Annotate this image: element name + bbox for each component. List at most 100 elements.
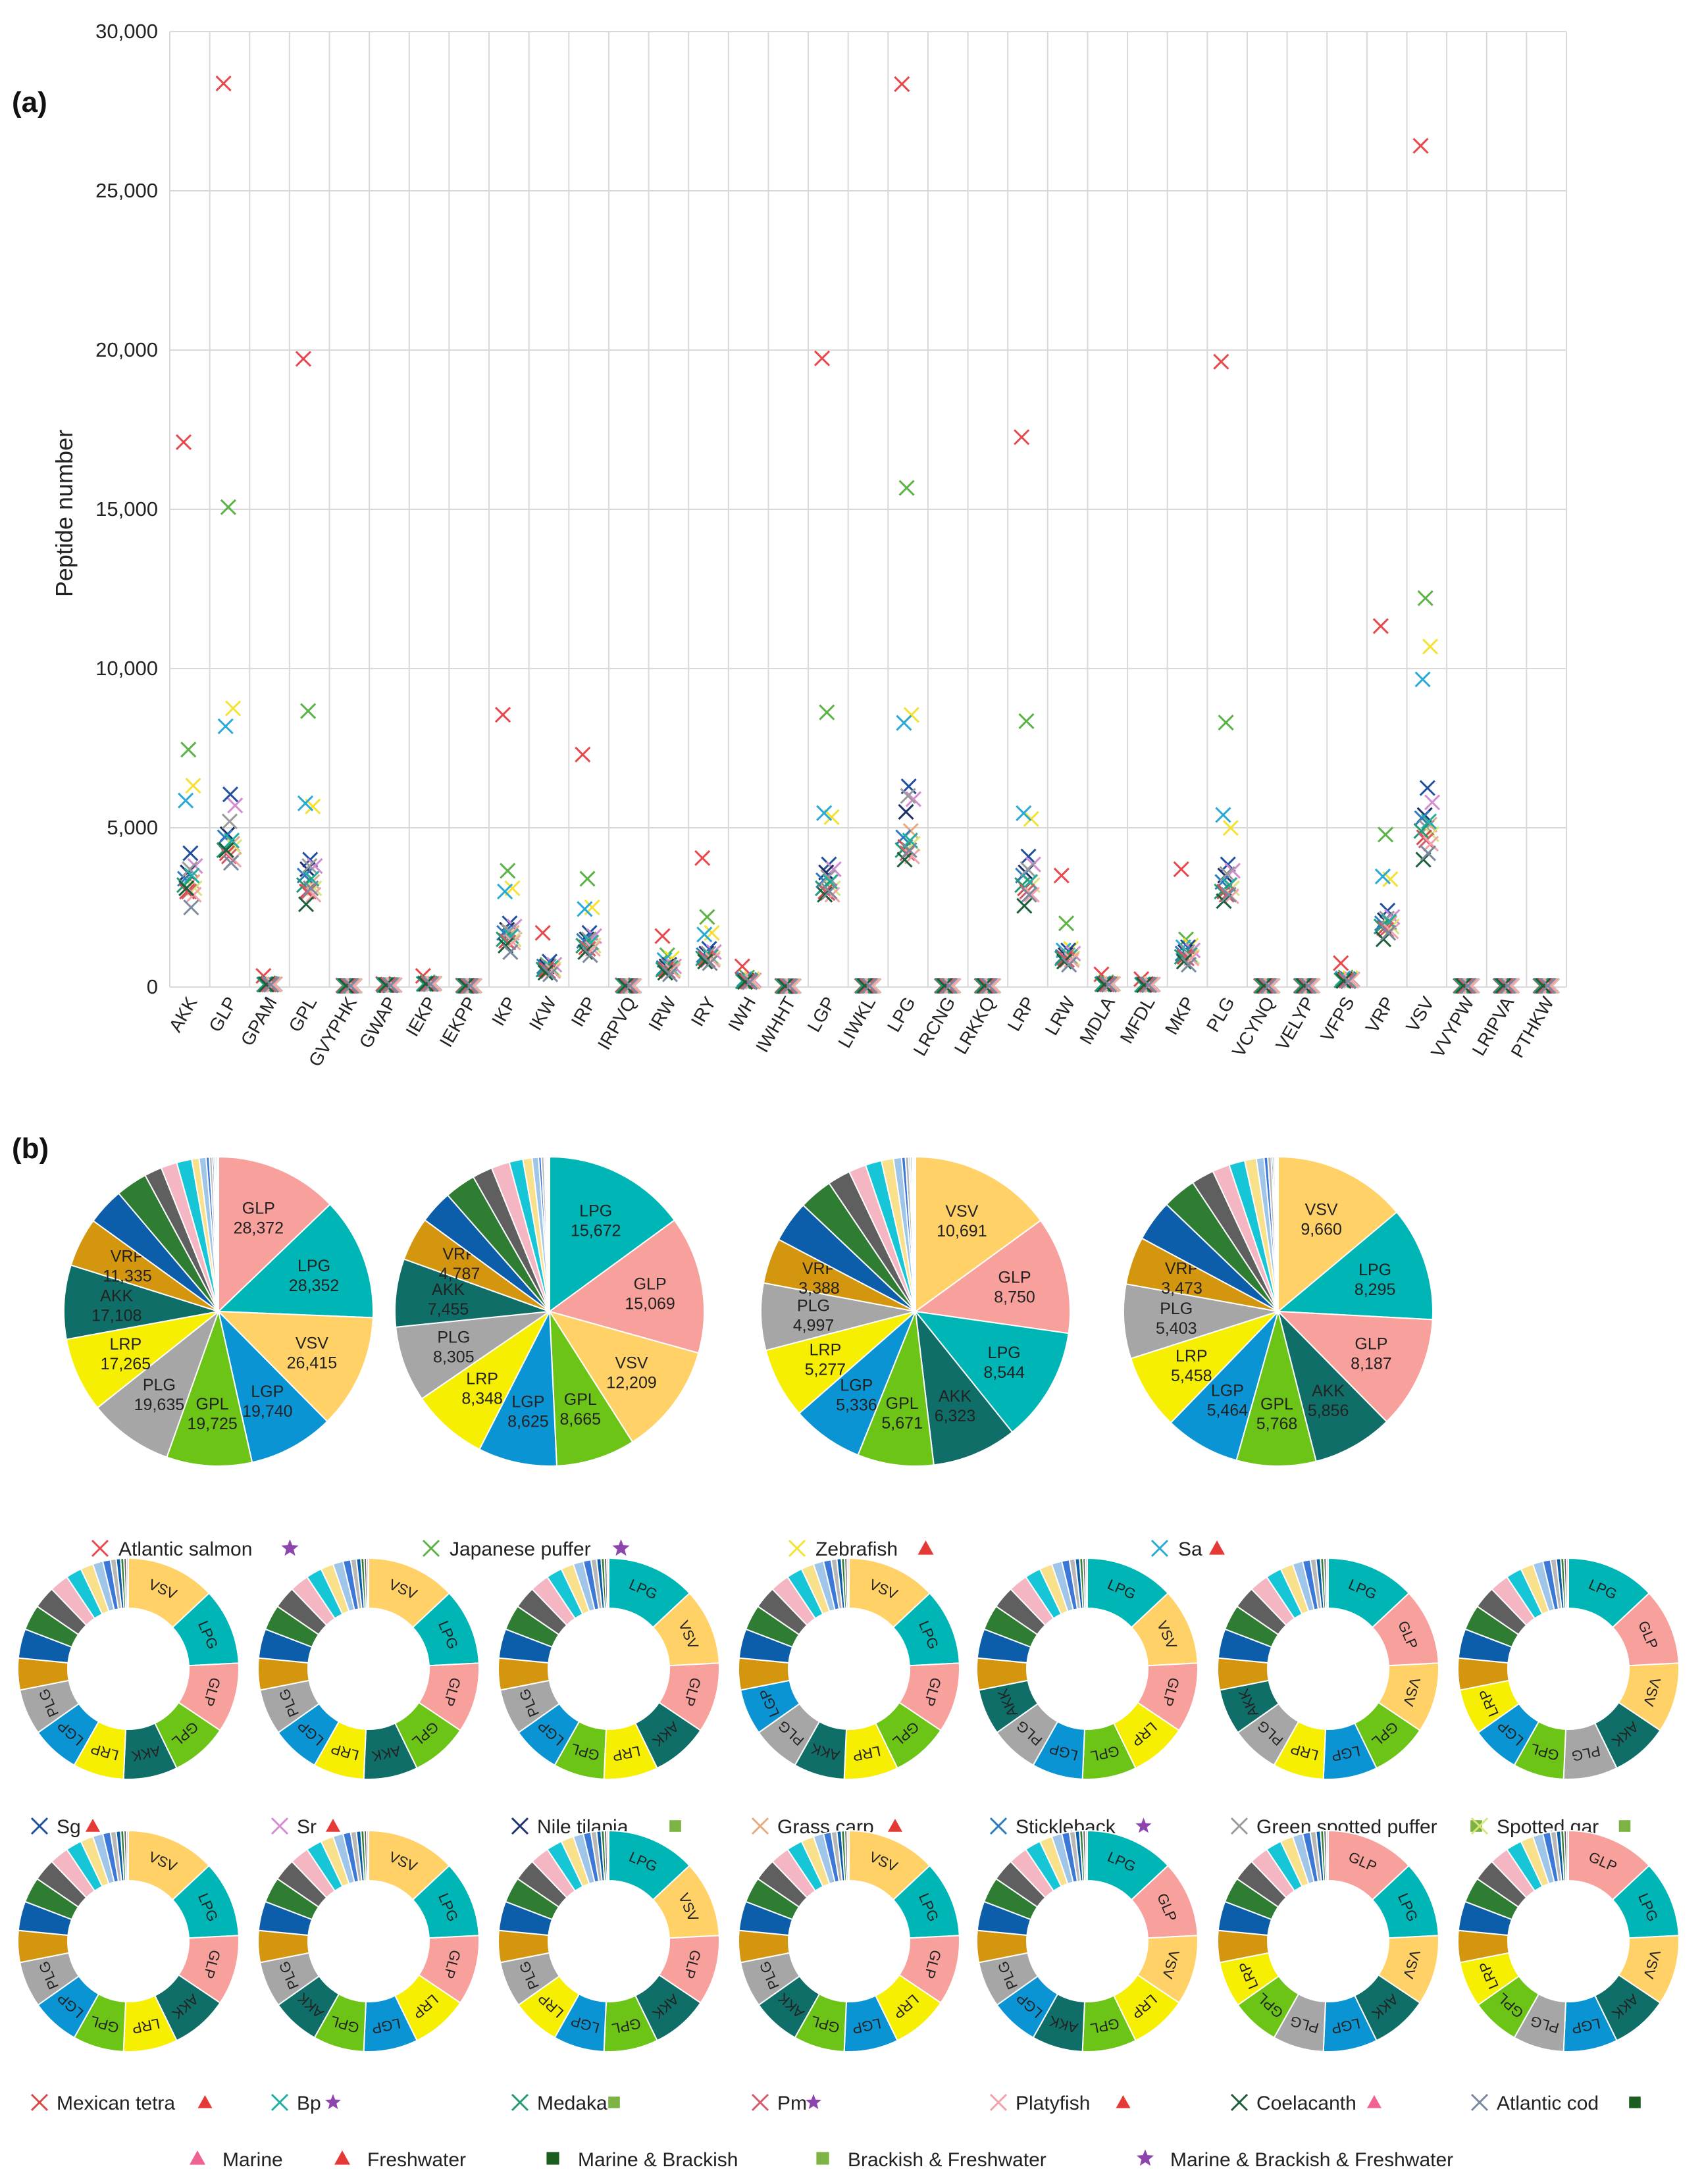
data-point (742, 974, 758, 990)
data-point (740, 973, 756, 990)
y-tick-label: 20,000 (95, 338, 158, 361)
series-atlantic-cod (183, 842, 1556, 994)
data-point (537, 965, 554, 981)
series-zebrafish (185, 638, 1558, 994)
data-point (898, 803, 914, 820)
pie-slice-label: LGP (1211, 1382, 1244, 1400)
data-point (302, 851, 319, 868)
donut-slice-other (1085, 1829, 1088, 1882)
data-point (937, 977, 953, 994)
pie-slice-value: 8,665 (560, 1410, 602, 1429)
data-point (1417, 590, 1433, 607)
data-point (1053, 867, 1070, 884)
pie-slice-value: 5,856 (1308, 1402, 1349, 1420)
data-point (1460, 977, 1476, 994)
legend-species-label: Pm (777, 2093, 807, 2114)
data-point (178, 792, 194, 809)
data-point (425, 976, 442, 992)
data-point (896, 715, 912, 731)
legend-x-marker-icon (1230, 2093, 1249, 2112)
pie-slice-label: LPG (297, 1257, 330, 1275)
pie-slice-label: PLG (437, 1328, 470, 1346)
data-point (297, 795, 314, 811)
data-point (1378, 826, 1394, 843)
data-point (500, 863, 516, 879)
pie-slice-lrp (765, 1311, 916, 1415)
pie-slice-plg (96, 1309, 220, 1458)
pie-slice-value: 8,348 (461, 1390, 503, 1408)
pie-slice-value: 4,997 (793, 1316, 835, 1334)
data-point (696, 927, 713, 943)
pie-slice-value: 8,305 (433, 1348, 475, 1366)
data-point (661, 966, 678, 982)
data-point (222, 786, 239, 803)
data-point (901, 842, 917, 858)
data-point (813, 350, 831, 367)
data-point (1343, 973, 1359, 989)
data-point (976, 977, 993, 994)
data-point (1103, 977, 1120, 993)
data-point (215, 75, 232, 91)
pie-slice-plg (1123, 1283, 1279, 1359)
x-tick-label: GWAP (355, 994, 401, 1052)
pie-slice-glp (1276, 1310, 1433, 1423)
x-tick-label: IEKPP (436, 994, 480, 1051)
pie-slice-value: 6,323 (935, 1407, 976, 1425)
x-tick-label: LRP (1004, 994, 1039, 1035)
legend-x-marker-icon (271, 2093, 289, 2112)
pie-slice-plg (395, 1311, 550, 1400)
data-point (380, 977, 397, 994)
data-point (1418, 832, 1434, 849)
pie-slice-label: LPG (988, 1344, 1021, 1362)
data-point (582, 947, 598, 963)
data-point (1181, 957, 1197, 973)
data-point (622, 977, 638, 994)
data-point (265, 977, 282, 993)
data-point (1023, 886, 1040, 903)
x-tick-label: GLP (205, 994, 241, 1036)
series-sr (187, 791, 1561, 994)
data-point (744, 973, 761, 990)
pie-slice-vsv (217, 1310, 374, 1423)
series-sg (182, 778, 1555, 994)
pie-slice-lrp (421, 1311, 550, 1450)
donut-slice-other (1566, 1557, 1569, 1610)
series-sa (178, 671, 1551, 994)
data-point (1495, 977, 1511, 994)
x-tick-label: IRW (644, 993, 680, 1034)
pie-slice-label: LRP (109, 1335, 142, 1354)
legend-x-marker-icon (422, 1539, 440, 1558)
pie-slice-lpg (914, 1310, 1070, 1433)
pie-slice-value: 5,277 (805, 1361, 846, 1379)
habitat-legend-label: Marine & Brackish & Freshwater (1170, 2149, 1453, 2171)
pie-slice-glp (914, 1219, 1071, 1334)
x-tick-label: GPAM (237, 994, 281, 1050)
legend-habitat-icon (86, 1819, 100, 1832)
donut-slice-other (1326, 1829, 1329, 1882)
data-point (1422, 638, 1439, 655)
data-point (1256, 977, 1272, 994)
data-point (777, 978, 793, 994)
pie-slice-label: AKK (939, 1387, 971, 1406)
legend-x-marker-icon (30, 2093, 49, 2112)
pie-slice-value: 19,635 (134, 1396, 184, 1414)
legend-species-label: Platyfish (1016, 2093, 1090, 2114)
x-tick-label: LPG (883, 994, 919, 1036)
data-point (734, 958, 750, 975)
data-point (900, 788, 916, 804)
pie-slice-other (914, 1155, 916, 1312)
x-tick-label: VFPS (1316, 994, 1358, 1046)
data-point (222, 855, 240, 871)
data-point (301, 858, 318, 875)
series-medaka (176, 823, 1549, 994)
data-point (819, 704, 835, 721)
data-point (385, 977, 401, 994)
data-point (894, 76, 910, 92)
data-point (1333, 955, 1349, 971)
data-point (697, 953, 713, 970)
data-point (1100, 977, 1117, 993)
donut-slice-other (126, 1829, 129, 1882)
